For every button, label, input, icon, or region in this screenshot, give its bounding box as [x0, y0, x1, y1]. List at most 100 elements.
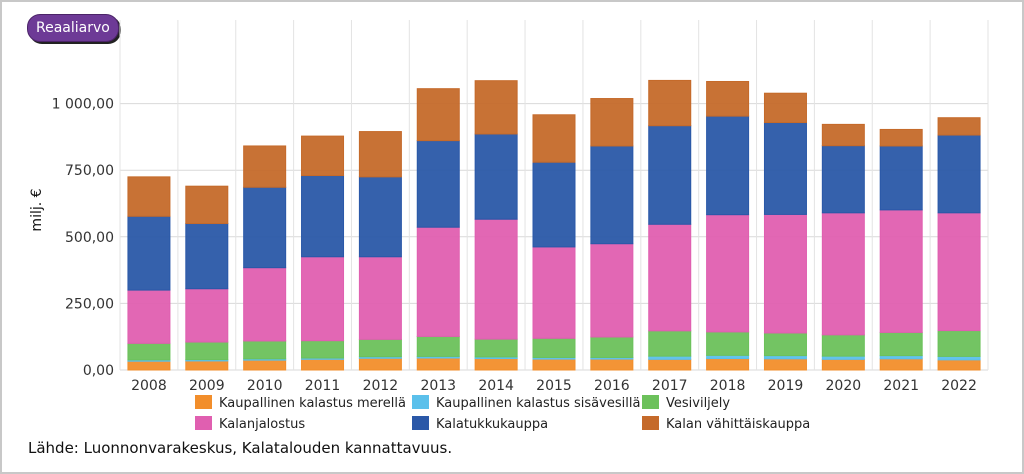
x-axis-ticks: 2008 2009 2010 2011 2012 2013 2014 2015 2016 2017… [131, 378, 977, 394]
bar-segment[interactable] [243, 359, 287, 371]
bar-segment[interactable] [821, 334, 865, 357]
source-note: Lähde: Luonnonvarakeskus, Kalatalouden k… [28, 439, 453, 457]
bar-segment[interactable] [416, 335, 460, 357]
bar-segment[interactable] [416, 88, 460, 142]
bar-segment[interactable] [532, 246, 576, 339]
bar-segment[interactable] [706, 115, 750, 216]
bar-segment[interactable] [648, 330, 692, 357]
bar-segment[interactable] [243, 145, 287, 188]
bar-segment[interactable] [301, 256, 345, 342]
x-tick-label: 2012 [363, 378, 399, 394]
bar-segment[interactable] [532, 358, 576, 371]
bar-segment[interactable] [590, 336, 634, 358]
bar-segment[interactable] [301, 358, 345, 371]
bar-segment[interactable] [358, 176, 402, 258]
bar-segment[interactable] [474, 338, 518, 358]
bar-segment[interactable] [358, 357, 402, 371]
bar-segment[interactable] [590, 358, 634, 371]
bar-segment[interactable] [706, 80, 750, 117]
bar-segment[interactable] [185, 185, 229, 224]
bar-segment[interactable] [358, 131, 402, 178]
bar-segment[interactable] [358, 256, 402, 340]
bar-segment[interactable] [648, 79, 692, 127]
bar-segment[interactable] [763, 358, 807, 371]
y-tick-label: 750,00 [65, 163, 114, 179]
bars [127, 79, 981, 371]
bar-segment[interactable] [763, 92, 807, 124]
bar-segment[interactable] [301, 175, 345, 258]
bar-segment[interactable] [590, 243, 634, 338]
legend-label[interactable]: Kalanjalostus [219, 417, 305, 432]
legend-swatch [642, 395, 659, 409]
y-tick-label: 500,00 [65, 230, 114, 246]
bar-segment[interactable] [706, 214, 750, 333]
legend-label[interactable]: Kaupallinen kalastus sisävesillä [436, 396, 640, 411]
bar-segment[interactable] [243, 340, 287, 360]
bar-segment[interactable] [243, 186, 287, 269]
bar-segment[interactable] [879, 209, 923, 333]
bar-segment[interactable] [821, 123, 865, 147]
bar-segment[interactable] [416, 226, 460, 337]
bar-segment[interactable] [937, 117, 981, 136]
bar-segment[interactable] [937, 330, 981, 357]
bar-segment[interactable] [763, 213, 807, 334]
bar-segment[interactable] [590, 145, 634, 245]
bar-segment[interactable] [763, 122, 807, 215]
bar-segment[interactable] [185, 288, 229, 343]
bar-segment[interactable] [474, 218, 518, 340]
bar-segment[interactable] [879, 128, 923, 147]
legend-swatch [195, 395, 212, 409]
bar-segment[interactable] [243, 267, 287, 342]
bar-segment[interactable] [937, 359, 981, 371]
bar-segment[interactable] [532, 114, 576, 163]
bar-segment[interactable] [532, 161, 576, 248]
x-tick-label: 2011 [305, 378, 341, 394]
bar-segment[interactable] [127, 215, 171, 291]
bar-segment[interactable] [474, 358, 518, 371]
bar-segment[interactable] [416, 357, 460, 371]
bar-segment[interactable] [127, 176, 171, 217]
bar-segment[interactable] [358, 338, 402, 358]
y-tick-label: 0,00 [83, 363, 114, 379]
bar-segment[interactable] [763, 332, 807, 357]
bar-segment[interactable] [532, 337, 576, 358]
bar-segment[interactable] [821, 212, 865, 336]
bar-segment[interactable] [416, 140, 460, 228]
bar-segment[interactable] [185, 360, 229, 371]
bar-segment[interactable] [879, 331, 923, 357]
bar-segment[interactable] [590, 98, 634, 147]
x-tick-label: 2022 [941, 378, 977, 394]
bar-segment[interactable] [648, 358, 692, 371]
bar-segment[interactable] [127, 360, 171, 371]
legend: Kaupallinen kalastus merellä Kaupallinen … [195, 395, 810, 432]
bar-segment[interactable] [474, 80, 518, 135]
x-tick-label: 2010 [247, 378, 283, 394]
bar-segment[interactable] [301, 340, 345, 359]
bar-segment[interactable] [821, 145, 865, 214]
legend-label[interactable]: Kalan vähittäiskauppa [666, 417, 810, 432]
bar-segment[interactable] [127, 342, 171, 361]
x-tick-label: 2016 [594, 378, 630, 394]
legend-label[interactable]: Vesiviljely [666, 396, 730, 411]
bar-segment[interactable] [648, 223, 692, 332]
bar-segment[interactable] [879, 145, 923, 211]
bar-segment[interactable] [937, 212, 981, 332]
bar-segment[interactable] [185, 222, 229, 290]
bar-segment[interactable] [706, 358, 750, 371]
bar-segment[interactable] [648, 125, 692, 225]
bar-segment[interactable] [301, 135, 345, 177]
bar-segment[interactable] [474, 133, 518, 220]
bar-segment[interactable] [185, 341, 229, 361]
real-value-toggle-button[interactable]: Reaaliarvo [27, 14, 119, 42]
bar-segment[interactable] [821, 358, 865, 371]
legend-label[interactable]: Kalatukkukauppa [436, 417, 548, 432]
bar-segment[interactable] [706, 331, 750, 356]
x-tick-label: 2009 [189, 378, 225, 394]
x-tick-label: 2013 [420, 378, 456, 394]
bar-segment[interactable] [937, 134, 981, 214]
bar-segment[interactable] [937, 355, 981, 361]
legend-label[interactable]: Kaupallinen kalastus merellä [219, 396, 406, 411]
bar-segment[interactable] [879, 358, 923, 371]
bar-segment[interactable] [127, 289, 171, 344]
